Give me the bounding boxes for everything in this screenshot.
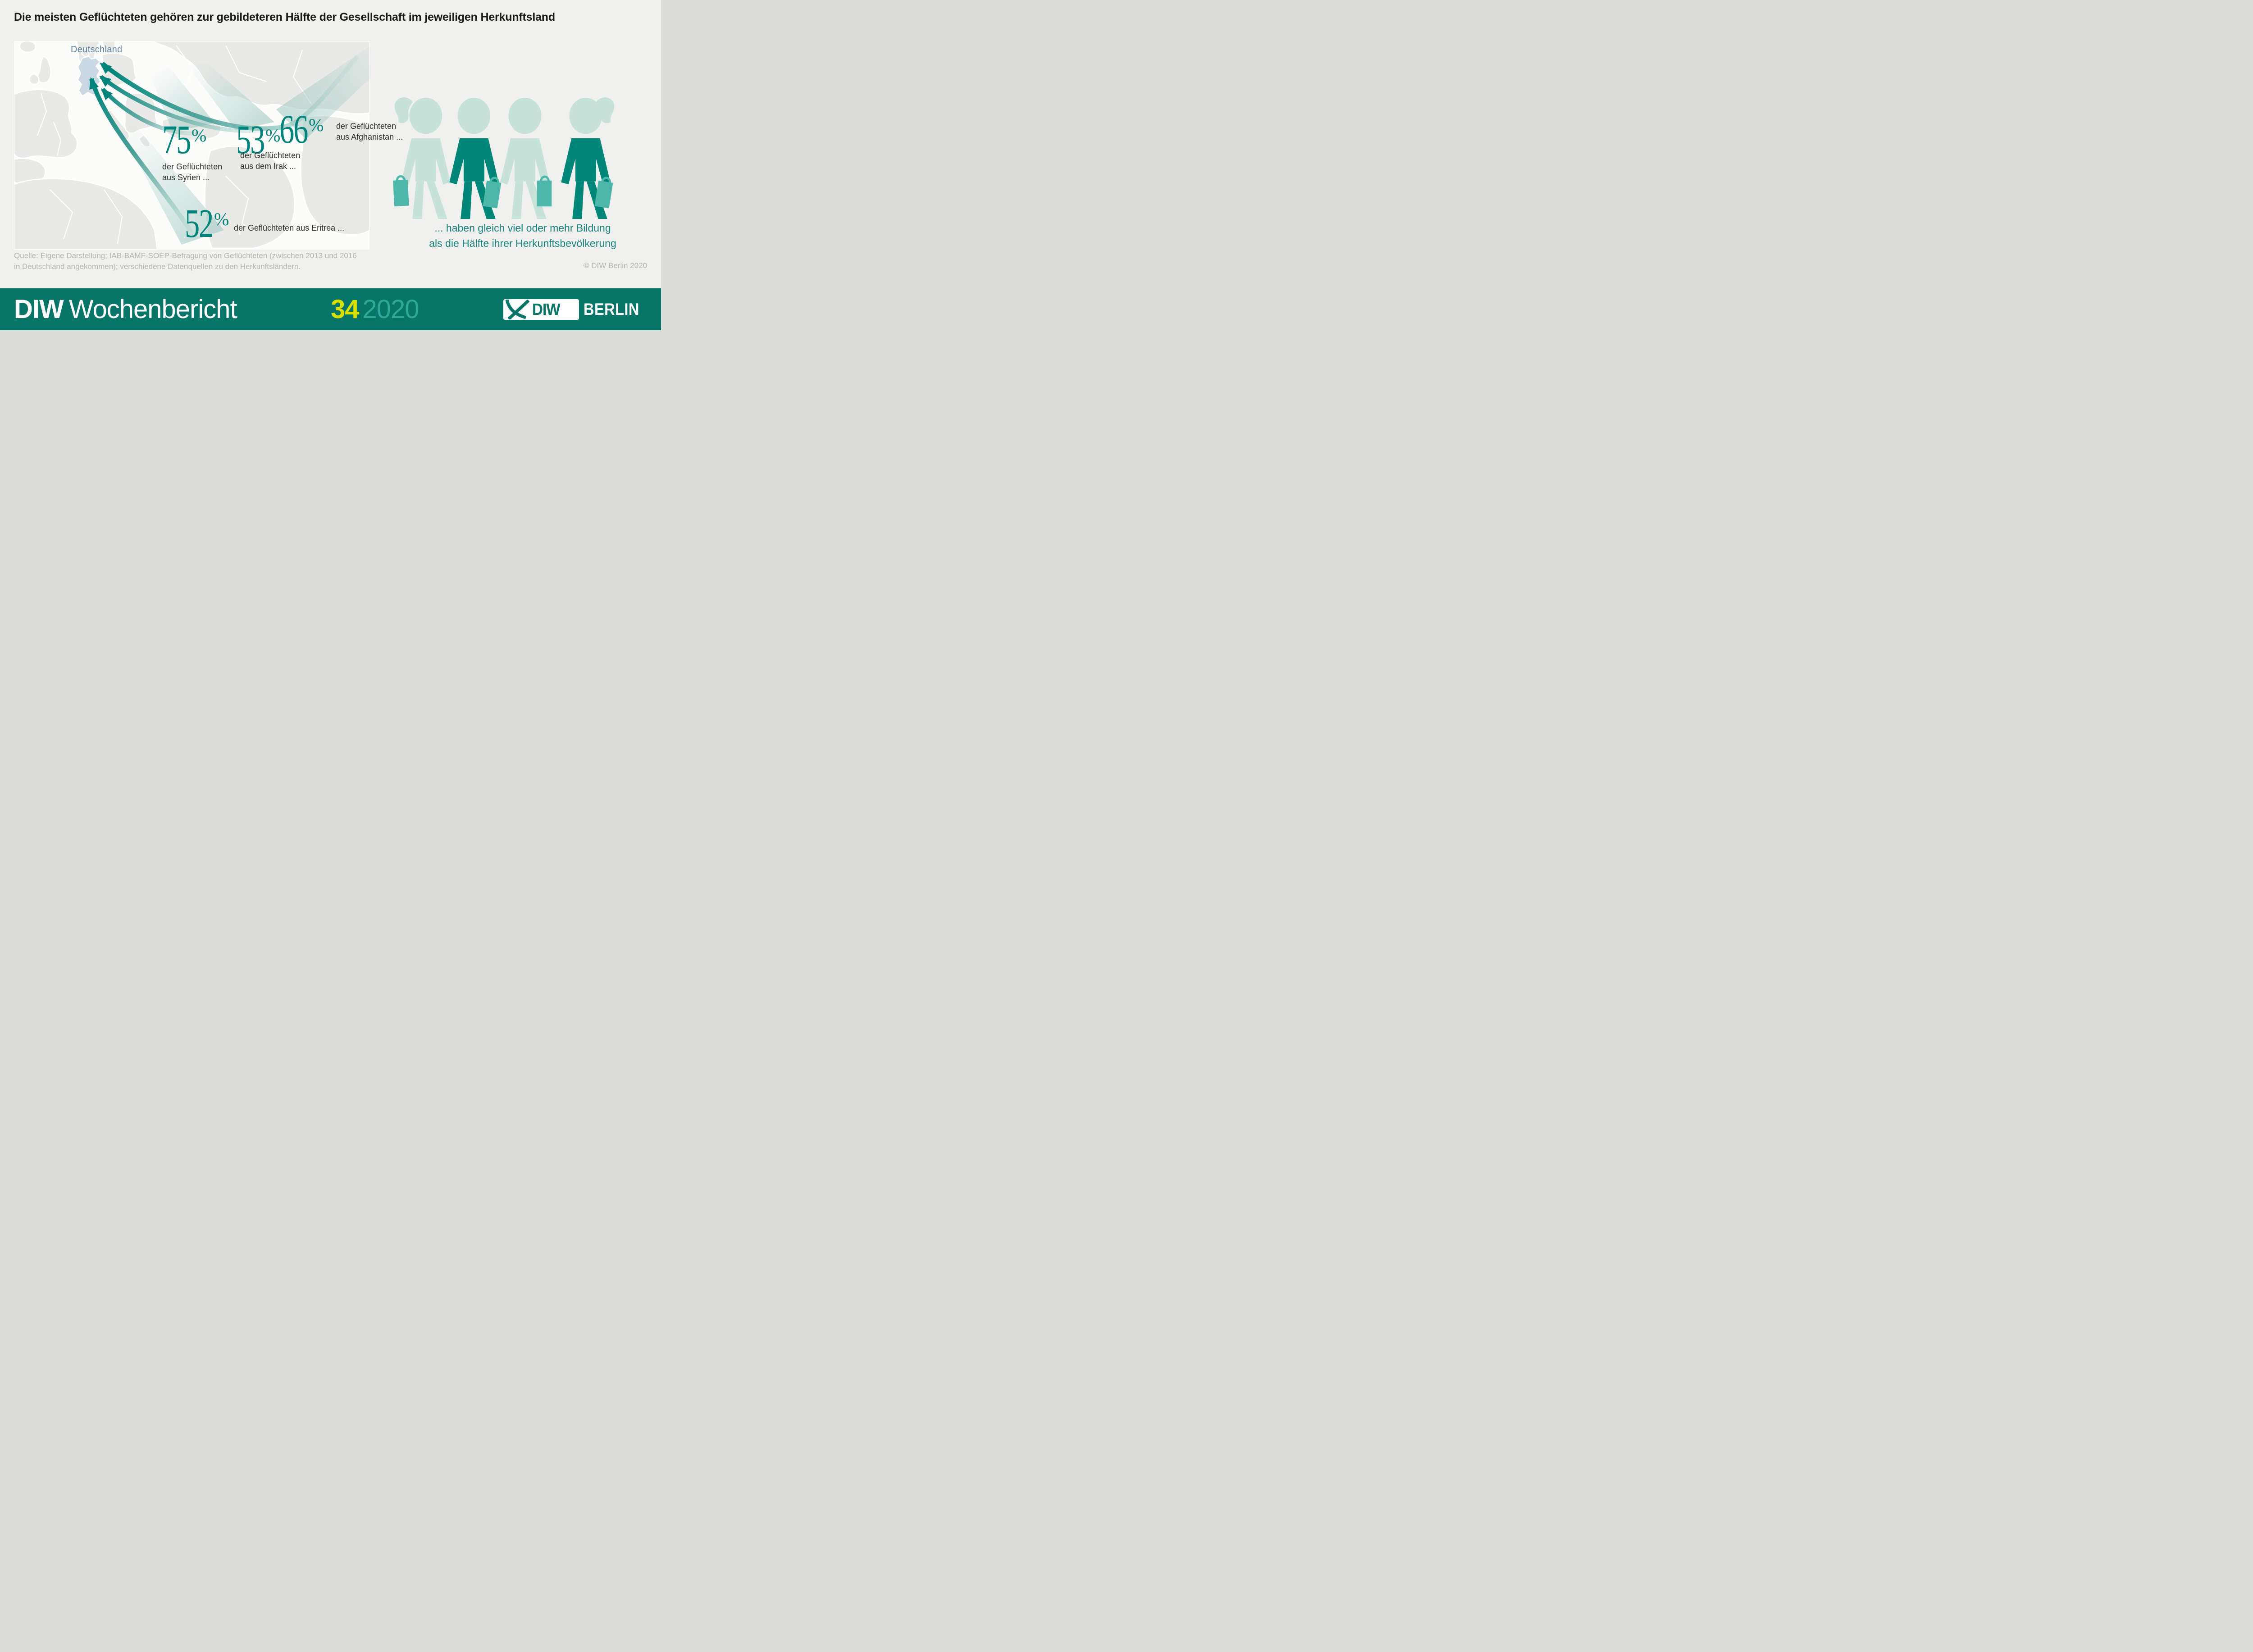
stat-number-afghanistan: 66% [279, 109, 324, 150]
germany-label: Deutschland [71, 45, 123, 55]
head-shape [457, 97, 491, 134]
stat-value-eritrea: 52 [185, 201, 214, 246]
leg-shape [511, 181, 524, 219]
diw-logo-box: DIW [503, 299, 579, 320]
stat-unit-syria: % [192, 125, 207, 146]
stat-text-eritrea: der Geflüchteten aus Eritrea ... [234, 223, 345, 232]
stat-text-afghanistan: der Geflüchteten aus Afghanistan ... [336, 122, 403, 141]
stat-unit-iraq: % [265, 125, 281, 146]
europe-map-panel [14, 41, 369, 250]
europe-map [14, 41, 369, 250]
figures-caption: ... haben gleich viel oder mehr Bildung … [429, 222, 616, 249]
schoolbag-icon [594, 177, 613, 209]
stat-text-iraq: der Geflüchteten aus dem Irak ... [240, 151, 301, 171]
schoolbag-icon [393, 175, 409, 207]
torso-shape [561, 138, 611, 185]
schoolbag-icon [537, 175, 552, 207]
diw-berlin-logo: DIW BERLIN [503, 299, 647, 320]
stat-value-iraq: 53 [236, 118, 265, 162]
torso-shape [401, 138, 451, 185]
ponytail-shape [394, 97, 413, 123]
stat-unit-eritrea: % [214, 209, 229, 229]
footer-bar: DIW Wochenbericht 34 2020 DIW BERLIN [0, 288, 661, 330]
logo-text-berlin: BERLIN [584, 300, 640, 319]
leg-shape [525, 181, 547, 219]
copyright-note: © DIW Berlin 2020 [583, 261, 647, 270]
issue-value: 34 [331, 294, 360, 324]
head-shape [569, 97, 602, 134]
stat-number-iraq: 53% [236, 120, 280, 160]
publication-title-diw: DIW [14, 294, 64, 324]
leg-shape [412, 181, 424, 219]
head-shape [508, 97, 542, 134]
diw-logo-mark-icon [505, 299, 530, 319]
issue-number: 34 2020 [331, 294, 420, 324]
torso-shape [500, 138, 550, 185]
stat-value-syria: 75 [162, 118, 191, 162]
stat-value-afghanistan: 66 [279, 107, 308, 152]
stat-unit-afghanistan: % [309, 115, 324, 135]
logo-text-diw: DIW [532, 300, 561, 319]
person-figure-boy-dark [449, 97, 502, 219]
publication-title-wochenbericht: Wochenbericht [68, 294, 237, 324]
stat-number-syria: 75% [162, 120, 206, 160]
stat-number-eritrea: 52% [185, 204, 229, 244]
source-note: Quelle: Eigene Darstellung; IAB-BAMF-SOE… [14, 251, 357, 271]
arrow-heads [89, 63, 113, 100]
stat-text-syria: der Geflüchteten aus Syrien ... [162, 162, 223, 182]
issue-year: 2020 [362, 294, 420, 324]
migration-arrow-iraq [100, 75, 260, 133]
migration-arrow-afghanistan [100, 55, 359, 131]
migration-arrow-syria [101, 87, 201, 136]
person-figure-girl-dark [561, 97, 615, 219]
page-title: Die meisten Geflüchteten gehören zur geb… [14, 11, 555, 23]
leg-shape [461, 181, 473, 219]
infographic: Die meisten Geflüchteten gehören zur geb… [0, 0, 661, 330]
migration-arrows [89, 55, 359, 240]
person-figure-boy-light [500, 97, 552, 219]
leg-shape [572, 181, 584, 219]
migration-arrow-eritrea [89, 78, 197, 240]
head-shape [409, 97, 442, 134]
publication-title: DIW Wochenbericht [14, 296, 237, 323]
person-figure-girl-light [393, 97, 451, 219]
schoolbag-icon [483, 177, 502, 209]
torso-shape [449, 138, 499, 185]
leg-shape [426, 181, 447, 219]
